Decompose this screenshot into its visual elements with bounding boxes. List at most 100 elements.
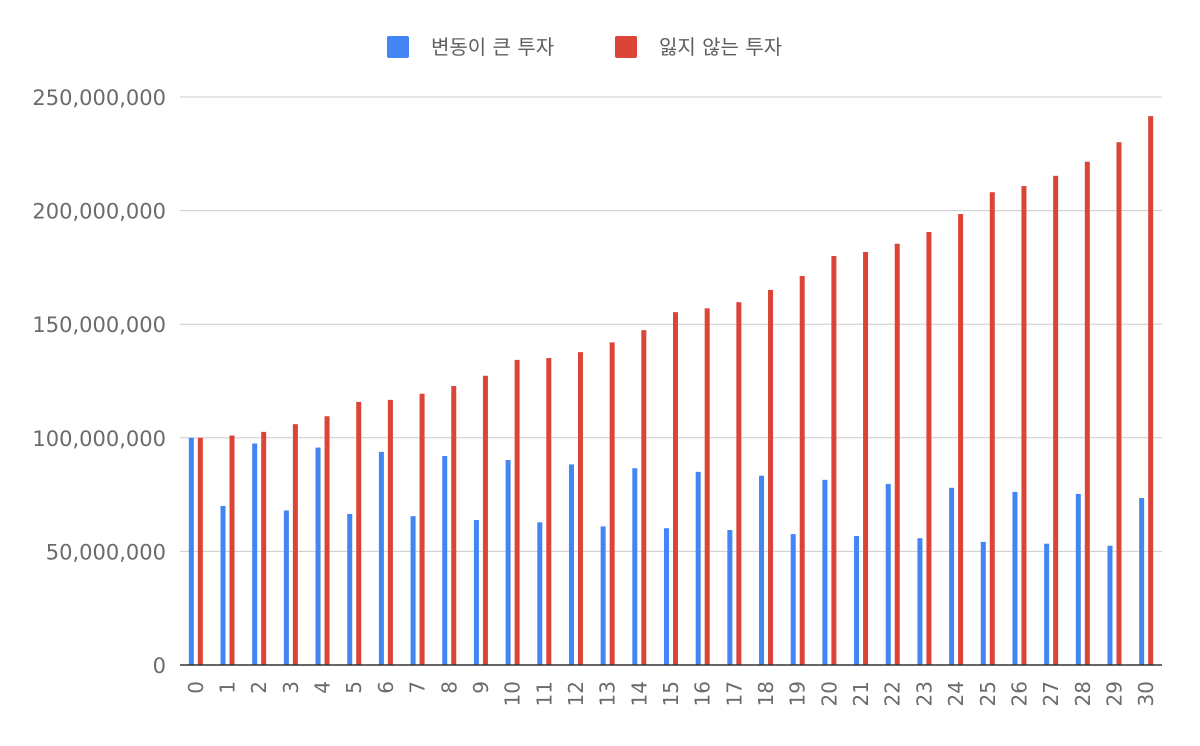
bar-volatile <box>252 443 258 665</box>
bar-volatile <box>885 483 891 665</box>
x-tick-label: 21 <box>849 681 873 706</box>
y-tick-label: 0 <box>153 654 166 678</box>
legend-swatch <box>615 36 637 58</box>
y-tick-label: 250,000,000 <box>32 86 166 110</box>
x-tick-label: 15 <box>659 681 683 706</box>
bars <box>188 116 1154 666</box>
x-tick-label: 5 <box>342 681 366 694</box>
x-tick-label: 2 <box>247 681 271 694</box>
x-tick-label: 6 <box>374 681 398 694</box>
x-tick-label: 4 <box>311 681 335 694</box>
bar-volatile <box>790 534 796 665</box>
x-tick-label: 7 <box>406 681 430 694</box>
bar-volatile <box>854 535 860 665</box>
bar-safe <box>356 401 362 665</box>
bar-safe <box>736 302 742 665</box>
bar-volatile <box>568 464 574 665</box>
bar-volatile <box>759 475 765 665</box>
legend-label: 변동이 큰 투자 <box>431 35 554 59</box>
bar-safe <box>1148 116 1154 666</box>
x-tick-label: 11 <box>532 681 556 706</box>
x-tick-label: 1 <box>216 681 240 694</box>
legend-swatch <box>387 36 409 58</box>
bar-volatile <box>188 437 194 665</box>
x-tick-label: 27 <box>1039 681 1063 706</box>
x-tick-label: 26 <box>1007 681 1031 706</box>
x-tick-label: 24 <box>944 681 968 706</box>
bar-safe <box>673 312 678 665</box>
bar-safe <box>863 251 869 666</box>
bar-volatile <box>347 513 353 665</box>
bar-volatile <box>220 505 226 665</box>
x-axis: 0 1 2 3 4 5 6 7 8 9 10 11 12 13 14 15 16 17 18 19 20 21 22 23 24… <box>184 681 1158 706</box>
bar-volatile <box>632 468 638 665</box>
bar-volatile <box>378 451 384 665</box>
x-tick-label: 29 <box>1102 681 1126 706</box>
bar-volatile <box>1139 498 1145 665</box>
legend-label: 잃지 않는 투자 <box>659 35 782 59</box>
bar-safe <box>958 214 964 665</box>
bar-safe <box>546 358 552 665</box>
x-tick-label: 25 <box>976 681 1000 706</box>
x-tick-label: 0 <box>184 681 208 694</box>
bar-volatile <box>473 520 479 665</box>
x-tick-label: 28 <box>1071 681 1095 706</box>
legend: 변동이 큰 투자 잃지 않는 투자 <box>387 35 782 59</box>
bar-safe <box>451 385 457 665</box>
bar-volatile <box>410 516 416 665</box>
y-tick-label: 100,000,000 <box>32 427 166 451</box>
bar-volatile <box>727 530 733 665</box>
bar-safe <box>704 308 710 665</box>
bar-volatile <box>664 528 669 665</box>
x-tick-label: 30 <box>1134 681 1158 706</box>
bar-safe <box>609 342 615 665</box>
bar-safe <box>799 276 805 665</box>
bar-volatile <box>1075 493 1081 665</box>
bar-volatile <box>1044 543 1050 665</box>
x-tick-label: 9 <box>469 681 493 694</box>
bar-safe <box>768 289 774 665</box>
bar-volatile <box>537 522 543 665</box>
bar-volatile <box>917 538 923 665</box>
bar-safe <box>419 393 425 665</box>
x-tick-label: 22 <box>881 681 905 706</box>
x-tick-label: 16 <box>691 681 715 706</box>
bar-safe <box>1116 142 1122 666</box>
bar-volatile <box>283 510 289 665</box>
bar-volatile <box>1107 545 1113 665</box>
bar-safe <box>1053 175 1059 666</box>
bar-volatile <box>505 460 511 665</box>
x-tick-label: 10 <box>501 681 525 706</box>
bar-safe <box>229 435 235 665</box>
y-axis: 0 50,000,000 100,000,000 150,000,000 200,000… <box>32 86 166 678</box>
bar-safe <box>641 330 647 665</box>
bar-volatile <box>822 479 828 665</box>
bar-safe <box>387 399 393 665</box>
x-tick-label: 14 <box>627 681 651 706</box>
bar-safe <box>197 437 203 665</box>
x-tick-label: 17 <box>722 681 746 706</box>
x-tick-label: 20 <box>817 681 841 706</box>
bar-safe <box>1084 161 1090 665</box>
bar-safe <box>261 431 267 665</box>
bar-safe <box>1021 186 1027 666</box>
y-tick-label: 50,000,000 <box>46 540 166 564</box>
bar-volatile <box>980 541 986 665</box>
bar-safe <box>894 243 900 666</box>
bar-safe <box>831 256 837 665</box>
x-tick-label: 23 <box>912 681 936 706</box>
bar-safe <box>482 375 488 665</box>
x-tick-label: 18 <box>754 681 778 706</box>
x-tick-label: 12 <box>564 681 588 706</box>
bar-safe <box>577 352 583 665</box>
bar-volatile <box>1012 491 1018 665</box>
y-tick-label: 150,000,000 <box>32 313 166 337</box>
x-tick-label: 8 <box>437 681 461 694</box>
x-tick-label: 3 <box>279 681 303 694</box>
gridlines <box>180 96 1162 552</box>
bar-volatile <box>695 471 701 665</box>
bar-volatile <box>600 526 606 665</box>
bar-safe <box>926 231 932 666</box>
